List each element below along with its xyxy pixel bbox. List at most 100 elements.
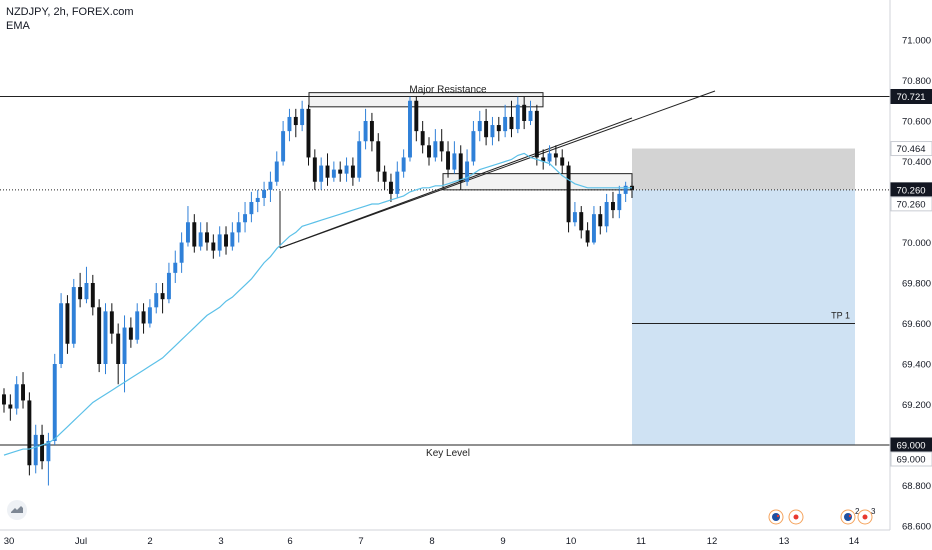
candle-body[interactable]: [553, 153, 558, 158]
candle-body[interactable]: [211, 242, 216, 251]
nz-flag-event-icon[interactable]: [768, 509, 784, 525]
candle-body[interactable]: [522, 104, 527, 121]
candle-body[interactable]: [27, 400, 32, 466]
candle-body[interactable]: [262, 189, 267, 198]
candle-body[interactable]: [122, 327, 127, 364]
candle-body[interactable]: [2, 394, 6, 405]
candle-body[interactable]: [369, 121, 374, 142]
candle-body[interactable]: [179, 242, 184, 263]
candle-body[interactable]: [560, 157, 565, 166]
candle-body[interactable]: [300, 108, 305, 126]
stop-loss-zone[interactable]: [632, 148, 855, 190]
candle-body[interactable]: [617, 193, 622, 211]
candle-body[interactable]: [484, 121, 489, 138]
candle-body[interactable]: [116, 333, 121, 364]
jp-event-icon[interactable]: [788, 509, 804, 525]
candle-body[interactable]: [236, 222, 241, 233]
candle-body[interactable]: [90, 283, 95, 308]
candle-body[interactable]: [591, 214, 596, 243]
candle-body[interactable]: [338, 169, 343, 174]
candle-body[interactable]: [46, 440, 51, 462]
candle-body[interactable]: [40, 434, 45, 462]
candle-body[interactable]: [446, 151, 451, 170]
candle-body[interactable]: [477, 121, 482, 132]
candle-body[interactable]: [566, 165, 571, 223]
candle-body[interactable]: [71, 287, 76, 344]
candle-body[interactable]: [141, 311, 146, 324]
candle-body[interactable]: [452, 153, 457, 170]
candle-body[interactable]: [331, 169, 336, 178]
candle-body[interactable]: [198, 232, 203, 247]
rising-trendline-upper[interactable]: [279, 90, 716, 249]
candle-body[interactable]: [541, 157, 546, 162]
jp-events-icon[interactable]: [857, 509, 873, 525]
candle-body[interactable]: [268, 181, 273, 190]
candle-body[interactable]: [128, 327, 133, 340]
candle-body[interactable]: [496, 125, 501, 132]
candle-body[interactable]: [52, 364, 57, 441]
candle-body[interactable]: [388, 181, 393, 194]
candle-body[interactable]: [572, 212, 577, 223]
ema-line[interactable]: [3, 152, 632, 456]
candle-body[interactable]: [84, 283, 89, 300]
candle-body[interactable]: [312, 157, 317, 182]
candle-body[interactable]: [585, 230, 590, 243]
candle-body[interactable]: [274, 161, 279, 182]
candle-body[interactable]: [224, 234, 228, 247]
candle-body[interactable]: [147, 307, 152, 324]
candle-body[interactable]: [547, 153, 552, 162]
candle-body[interactable]: [433, 141, 438, 158]
tradingview-logo-icon[interactable]: [6, 499, 28, 521]
candle-body[interactable]: [458, 153, 463, 182]
candle-body[interactable]: [604, 202, 609, 227]
candle-body[interactable]: [192, 222, 197, 247]
candle-body[interactable]: [109, 311, 114, 334]
candle-body[interactable]: [287, 116, 292, 132]
candle-body[interactable]: [135, 311, 140, 340]
candle-body[interactable]: [97, 307, 102, 364]
candle-body[interactable]: [427, 145, 431, 158]
candle-body[interactable]: [528, 110, 533, 121]
candle-body[interactable]: [14, 384, 19, 409]
candle-body[interactable]: [217, 234, 222, 251]
candle-body[interactable]: [515, 104, 520, 130]
candle-body[interactable]: [534, 110, 539, 158]
candle-body[interactable]: [465, 161, 470, 182]
candle-body[interactable]: [363, 121, 368, 142]
candle-body[interactable]: [579, 212, 584, 231]
take-profit-zone[interactable]: [632, 189, 855, 445]
candle-body[interactable]: [255, 197, 260, 202]
candle-body[interactable]: [160, 293, 165, 300]
candle-body[interactable]: [344, 165, 349, 174]
candle-body[interactable]: [408, 100, 412, 158]
candle-body[interactable]: [103, 311, 108, 364]
candle-body[interactable]: [59, 303, 64, 364]
candle-body[interactable]: [293, 116, 298, 126]
candle-body[interactable]: [249, 202, 254, 215]
candle-body[interactable]: [509, 116, 514, 130]
candle-body[interactable]: [471, 131, 476, 162]
candle-body[interactable]: [611, 202, 615, 211]
candle-body[interactable]: [243, 214, 248, 223]
candle-body[interactable]: [21, 384, 25, 401]
candle-body[interactable]: [319, 165, 324, 182]
nz-flag-events-icon[interactable]: [840, 509, 856, 525]
candle-body[interactable]: [382, 171, 387, 182]
candle-body[interactable]: [490, 125, 495, 138]
candle-body[interactable]: [439, 141, 444, 152]
candle-body[interactable]: [306, 108, 311, 158]
candle-body[interactable]: [414, 100, 419, 132]
candle-body[interactable]: [166, 272, 171, 300]
candle-body[interactable]: [376, 141, 381, 172]
candle-body[interactable]: [325, 165, 330, 178]
candle-body[interactable]: [623, 185, 628, 194]
candle-body[interactable]: [185, 222, 190, 243]
candle-body[interactable]: [205, 232, 209, 243]
candle-body[interactable]: [395, 171, 400, 194]
candle-body[interactable]: [357, 141, 362, 178]
candle-body[interactable]: [350, 165, 355, 178]
candle-body[interactable]: [598, 214, 603, 227]
candle-body[interactable]: [154, 293, 159, 308]
